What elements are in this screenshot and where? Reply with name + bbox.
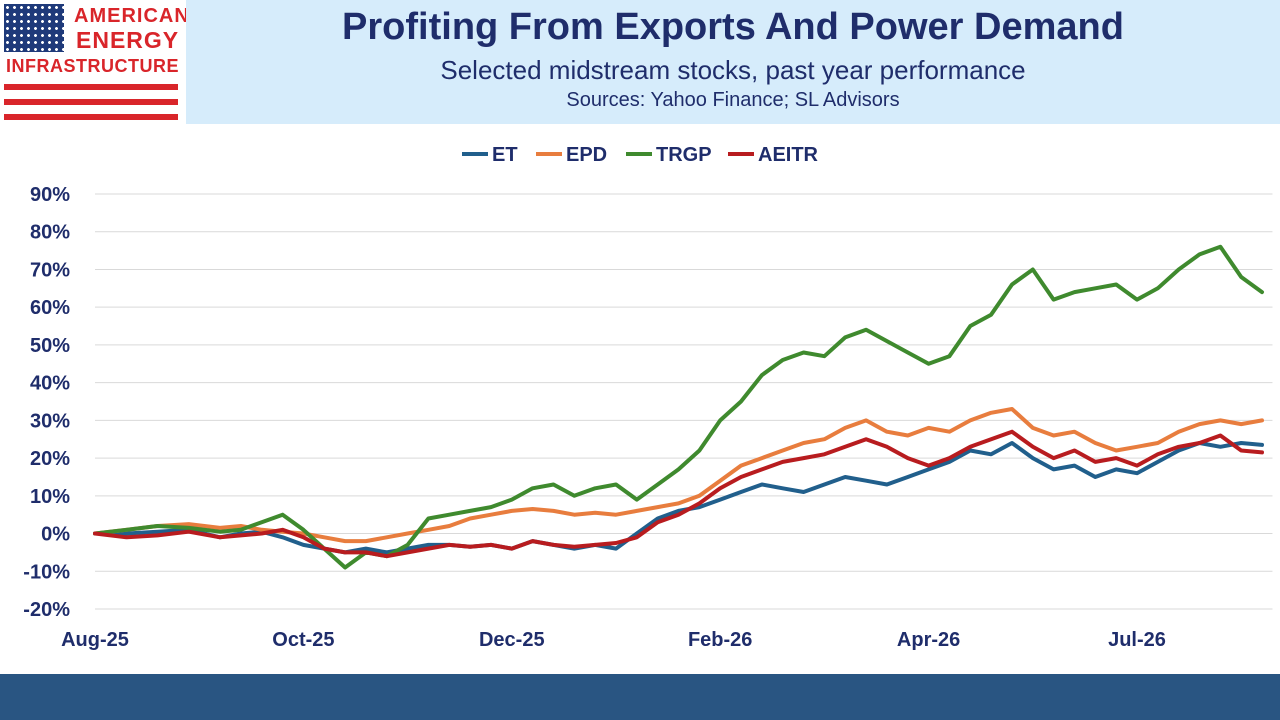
header-band (186, 0, 1280, 124)
series-lines (93, 244, 1264, 570)
y-tick-label: 10% (30, 486, 70, 508)
x-tick-label: Apr-26 (897, 629, 960, 651)
y-tick-label: 60% (30, 297, 70, 319)
flag-stripe (4, 99, 178, 105)
x-tick-label: Feb-26 (688, 629, 752, 651)
line-chart: -20% -10% 0% 10% 20% 30% 40% 50% 60% 70% 80% 90% Au… (23, 144, 1273, 651)
page-title: Profiting From Exports And Power Demand (342, 6, 1124, 48)
y-tick-label: -20% (23, 599, 70, 621)
flag-stripe (4, 114, 178, 120)
y-tick-label: 0% (41, 524, 70, 546)
legend-label-trgp: TRGP (656, 144, 712, 166)
footer-bar (0, 674, 1280, 720)
y-tick-label: 50% (30, 335, 70, 357)
legend-label-epd: EPD (566, 144, 607, 166)
series-line-epd (93, 407, 1264, 544)
logo-word-american: AMERICAN (74, 5, 190, 27)
x-tick-label: Jul-26 (1108, 629, 1166, 651)
flag-stripe (4, 84, 178, 90)
logo-word-infrastructure: INFRASTRUCTURE (6, 56, 179, 76)
gridlines (95, 193, 1273, 610)
legend-label-aeitr: AEITR (758, 144, 819, 166)
y-tick-label: 70% (30, 259, 70, 281)
y-tick-label: 90% (30, 184, 70, 206)
legend-label-et: ET (492, 144, 518, 166)
page-subtitle: Selected midstream stocks, past year per… (440, 55, 1026, 85)
legend: ET EPD TRGP AEITR (462, 144, 819, 166)
logo-word-energy: ENERGY (76, 27, 180, 53)
y-tick-label: -10% (23, 561, 70, 583)
series-line-trgp (93, 244, 1264, 570)
flag-stars-icon (4, 4, 64, 52)
x-tick-label: Aug-25 (61, 629, 129, 651)
y-tick-label: 20% (30, 448, 70, 470)
x-tick-label: Dec-25 (479, 629, 545, 651)
logo: AMERICAN ENERGY INFRASTRUCTURE (0, 0, 189, 124)
y-tick-label: 30% (30, 410, 70, 432)
x-axis-ticks: Aug-25 Oct-25 Dec-25 Feb-26 Apr-26 Jul-26 (61, 629, 1166, 651)
series-line-aeitr (93, 429, 1264, 559)
y-tick-label: 80% (30, 222, 70, 244)
y-axis-ticks: -20% -10% 0% 10% 20% 30% 40% 50% 60% 70% 80% 90% (23, 184, 70, 621)
page-sources: Sources: Yahoo Finance; SL Advisors (566, 89, 900, 111)
x-tick-label: Oct-25 (272, 629, 334, 651)
y-tick-label: 40% (30, 373, 70, 395)
